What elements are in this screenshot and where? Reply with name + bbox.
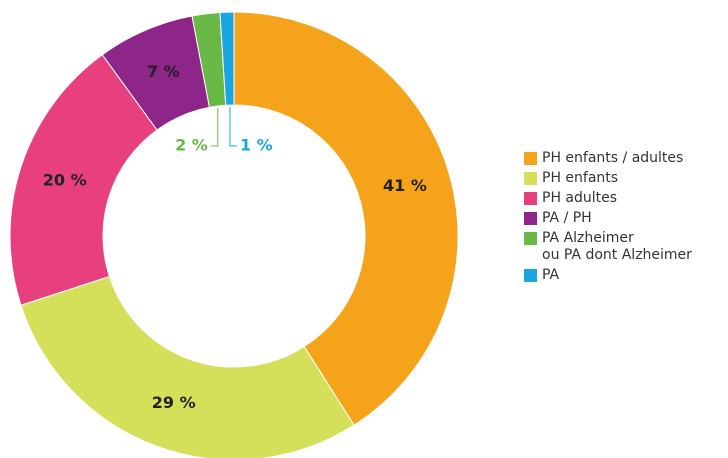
legend-label: PA / PH	[542, 210, 592, 226]
legend-swatch	[524, 172, 537, 185]
legend-item: PH enfants / adultes	[524, 150, 692, 167]
legend-label: PH enfants	[542, 170, 619, 186]
legend-label: PA Alzheimer ou PA dont Alzheimer	[542, 230, 692, 263]
legend-label: PH enfants / adultes	[542, 150, 684, 166]
legend-item: PH enfants	[524, 170, 692, 187]
legend-item: PA Alzheimer ou PA dont Alzheimer	[524, 230, 692, 264]
leader-line	[210, 108, 219, 147]
legend-swatch	[524, 212, 537, 225]
legend-item: PH adultes	[524, 190, 692, 207]
donut-segment	[233, 11, 459, 426]
donut-segment	[9, 54, 158, 306]
donut-segment	[219, 11, 235, 106]
legend-swatch	[524, 269, 537, 282]
legend-swatch	[524, 232, 537, 245]
data-label: 1 %	[240, 136, 273, 155]
chart: 41 % 29 % 20 % 7 % 2 % 1 %	[9, 11, 459, 458]
data-label: 20 %	[43, 170, 87, 189]
donut-segment	[20, 275, 355, 458]
legend-label: PH adultes	[542, 190, 618, 206]
data-label: 7 %	[147, 62, 180, 81]
legend-swatch	[524, 192, 537, 205]
legend-item: PA / PH	[524, 210, 692, 227]
leader-line	[229, 107, 237, 147]
data-label: 41 %	[383, 176, 427, 195]
legend-label: PA	[542, 267, 560, 283]
data-label: 29 %	[152, 393, 196, 412]
legend-swatch	[524, 152, 537, 165]
data-label: 2 %	[175, 136, 208, 155]
legend: PH enfants / adultes PH enfants PH adultes…	[524, 150, 692, 287]
legend-item: PA	[524, 267, 692, 284]
